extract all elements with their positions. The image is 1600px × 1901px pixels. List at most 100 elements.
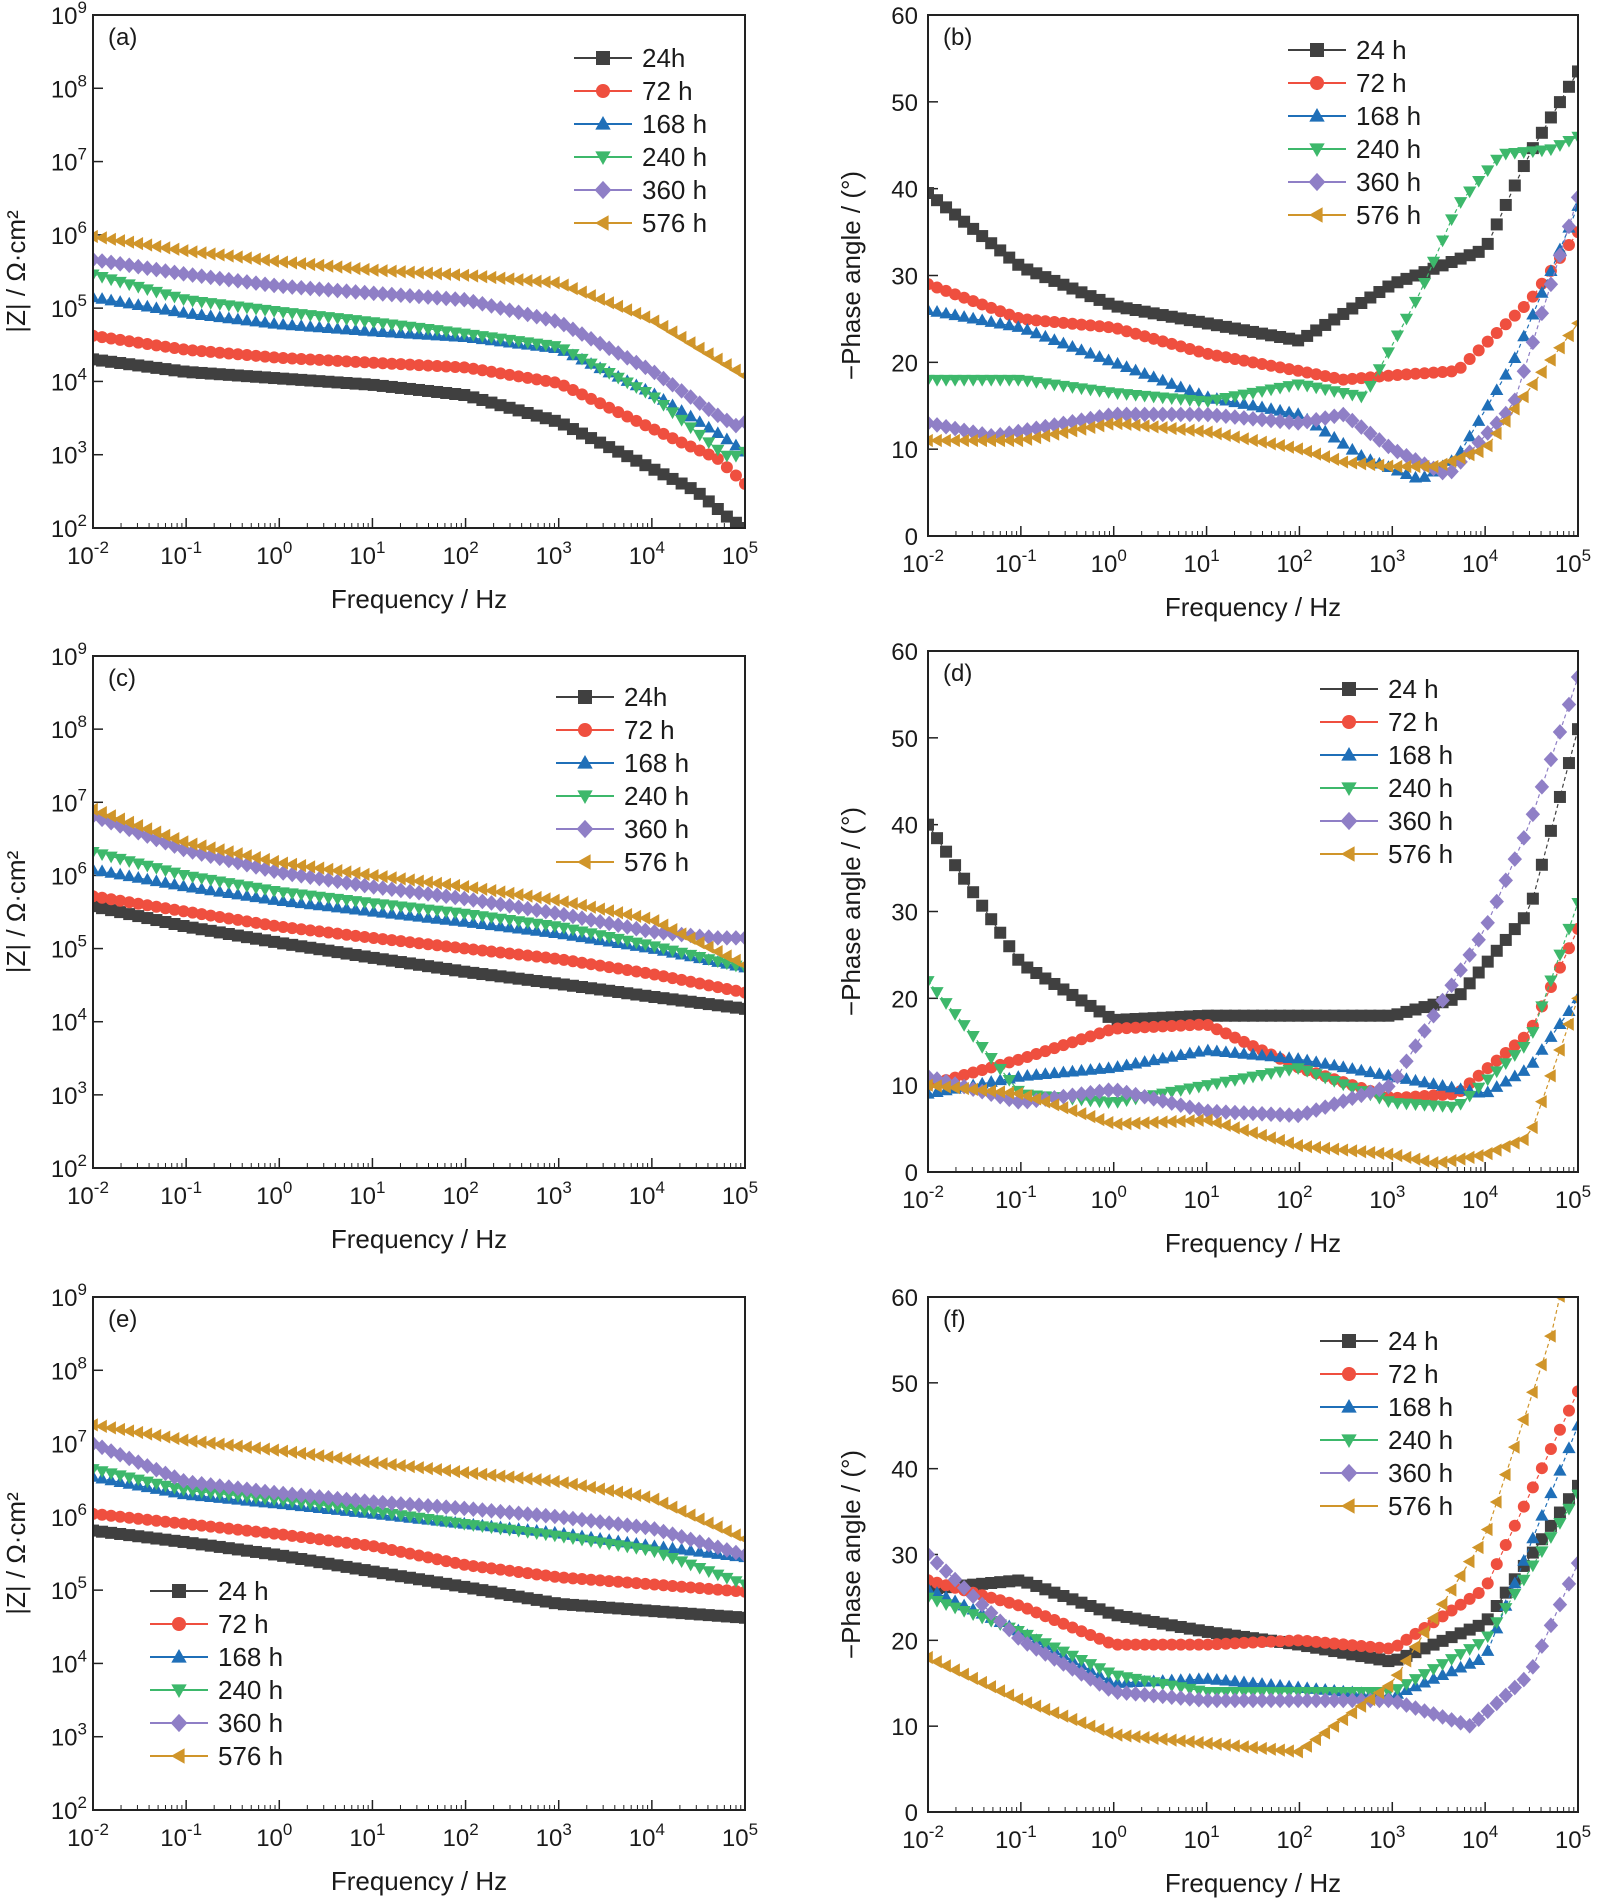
data-point	[1426, 1007, 1441, 1024]
data-point	[123, 896, 136, 909]
data-point	[1201, 1625, 1214, 1638]
data-point	[719, 1524, 732, 1538]
data-point	[548, 1530, 562, 1543]
data-point	[638, 911, 651, 925]
data-point	[440, 1555, 453, 1568]
data-point	[575, 1479, 587, 1493]
data-point	[141, 899, 154, 912]
data-point	[948, 308, 962, 321]
data-point	[1263, 1692, 1279, 1709]
data-point	[511, 899, 526, 916]
data-point	[529, 890, 542, 905]
data-point	[975, 1675, 987, 1690]
data-point	[1237, 1073, 1251, 1086]
data-point	[1201, 396, 1215, 409]
data-point	[231, 348, 244, 361]
data-point	[738, 1535, 745, 1543]
data-point	[984, 1615, 998, 1628]
data-point	[1255, 400, 1269, 413]
data-point	[141, 1513, 154, 1526]
data-point	[585, 958, 598, 971]
data-point	[394, 935, 407, 948]
data-point	[457, 915, 471, 927]
x-tick-label: 105	[1555, 1822, 1591, 1854]
data-point	[1281, 414, 1297, 430]
data-point	[993, 1613, 1008, 1630]
data-point	[393, 1496, 409, 1512]
data-point	[1256, 358, 1269, 371]
data-point	[330, 1451, 343, 1465]
data-point	[195, 882, 209, 894]
data-point	[975, 1612, 989, 1625]
data-point	[1210, 1009, 1223, 1022]
data-point	[1463, 186, 1477, 199]
data-point	[1572, 1385, 1578, 1398]
data-point	[475, 1521, 489, 1534]
data-point	[457, 1500, 472, 1517]
data-point	[729, 363, 741, 377]
x-tick-label: 10-1	[160, 1178, 202, 1210]
data-point	[1553, 341, 1565, 355]
x-tick-label: 104	[629, 1820, 665, 1852]
data-point	[1228, 1739, 1240, 1753]
data-point	[1544, 1519, 1557, 1532]
data-point	[692, 341, 705, 355]
data-point	[629, 306, 642, 321]
data-point	[601, 340, 617, 357]
data-point	[204, 883, 218, 896]
data-point	[1002, 1086, 1015, 1100]
data-point	[485, 396, 498, 409]
legend-marker	[1340, 1498, 1355, 1514]
data-point	[1128, 418, 1141, 432]
data-point	[466, 1466, 479, 1481]
data-point	[1246, 1047, 1260, 1060]
data-point	[168, 364, 181, 377]
data-point	[467, 966, 480, 979]
data-point	[158, 1465, 173, 1482]
data-point	[393, 287, 409, 304]
data-point	[1364, 1640, 1377, 1653]
data-point	[249, 314, 263, 327]
data-point	[520, 889, 533, 903]
data-point	[203, 1436, 216, 1450]
data-point	[204, 909, 217, 922]
data-point	[212, 1437, 225, 1451]
data-point	[1562, 1017, 1574, 1031]
data-point	[493, 1469, 506, 1483]
data-point	[358, 950, 371, 963]
data-point	[1119, 1685, 1134, 1701]
data-point	[1137, 406, 1152, 423]
data-point	[448, 327, 462, 340]
data-point	[1003, 1575, 1016, 1588]
data-point	[1065, 339, 1080, 352]
data-point	[1310, 324, 1323, 337]
data-point	[348, 876, 363, 892]
data-point	[104, 1421, 116, 1435]
data-point	[1373, 1653, 1386, 1666]
data-point	[529, 274, 542, 288]
data-point	[1363, 457, 1376, 472]
data-point	[1363, 1145, 1376, 1160]
data-point	[141, 912, 154, 925]
data-point	[1327, 1142, 1340, 1156]
data-point	[1399, 1679, 1414, 1691]
data-point	[358, 897, 372, 909]
data-point	[1282, 381, 1296, 393]
data-point	[267, 1443, 279, 1457]
data-point	[1454, 361, 1467, 374]
data-point	[1363, 1065, 1377, 1078]
data-point	[1164, 1733, 1177, 1747]
data-point	[394, 381, 407, 394]
data-point	[1534, 1095, 1547, 1109]
legend-label: 72 h	[624, 715, 675, 745]
data-point	[576, 1573, 588, 1586]
data-point	[1453, 1152, 1466, 1166]
data-point	[96, 1508, 109, 1521]
data-point	[1183, 1638, 1196, 1651]
data-point	[93, 1435, 101, 1452]
data-point	[1038, 378, 1052, 391]
data-point	[1290, 415, 1306, 431]
data-point	[1381, 1692, 1396, 1709]
data-point	[1462, 1555, 1475, 1569]
data-point	[556, 1476, 569, 1490]
